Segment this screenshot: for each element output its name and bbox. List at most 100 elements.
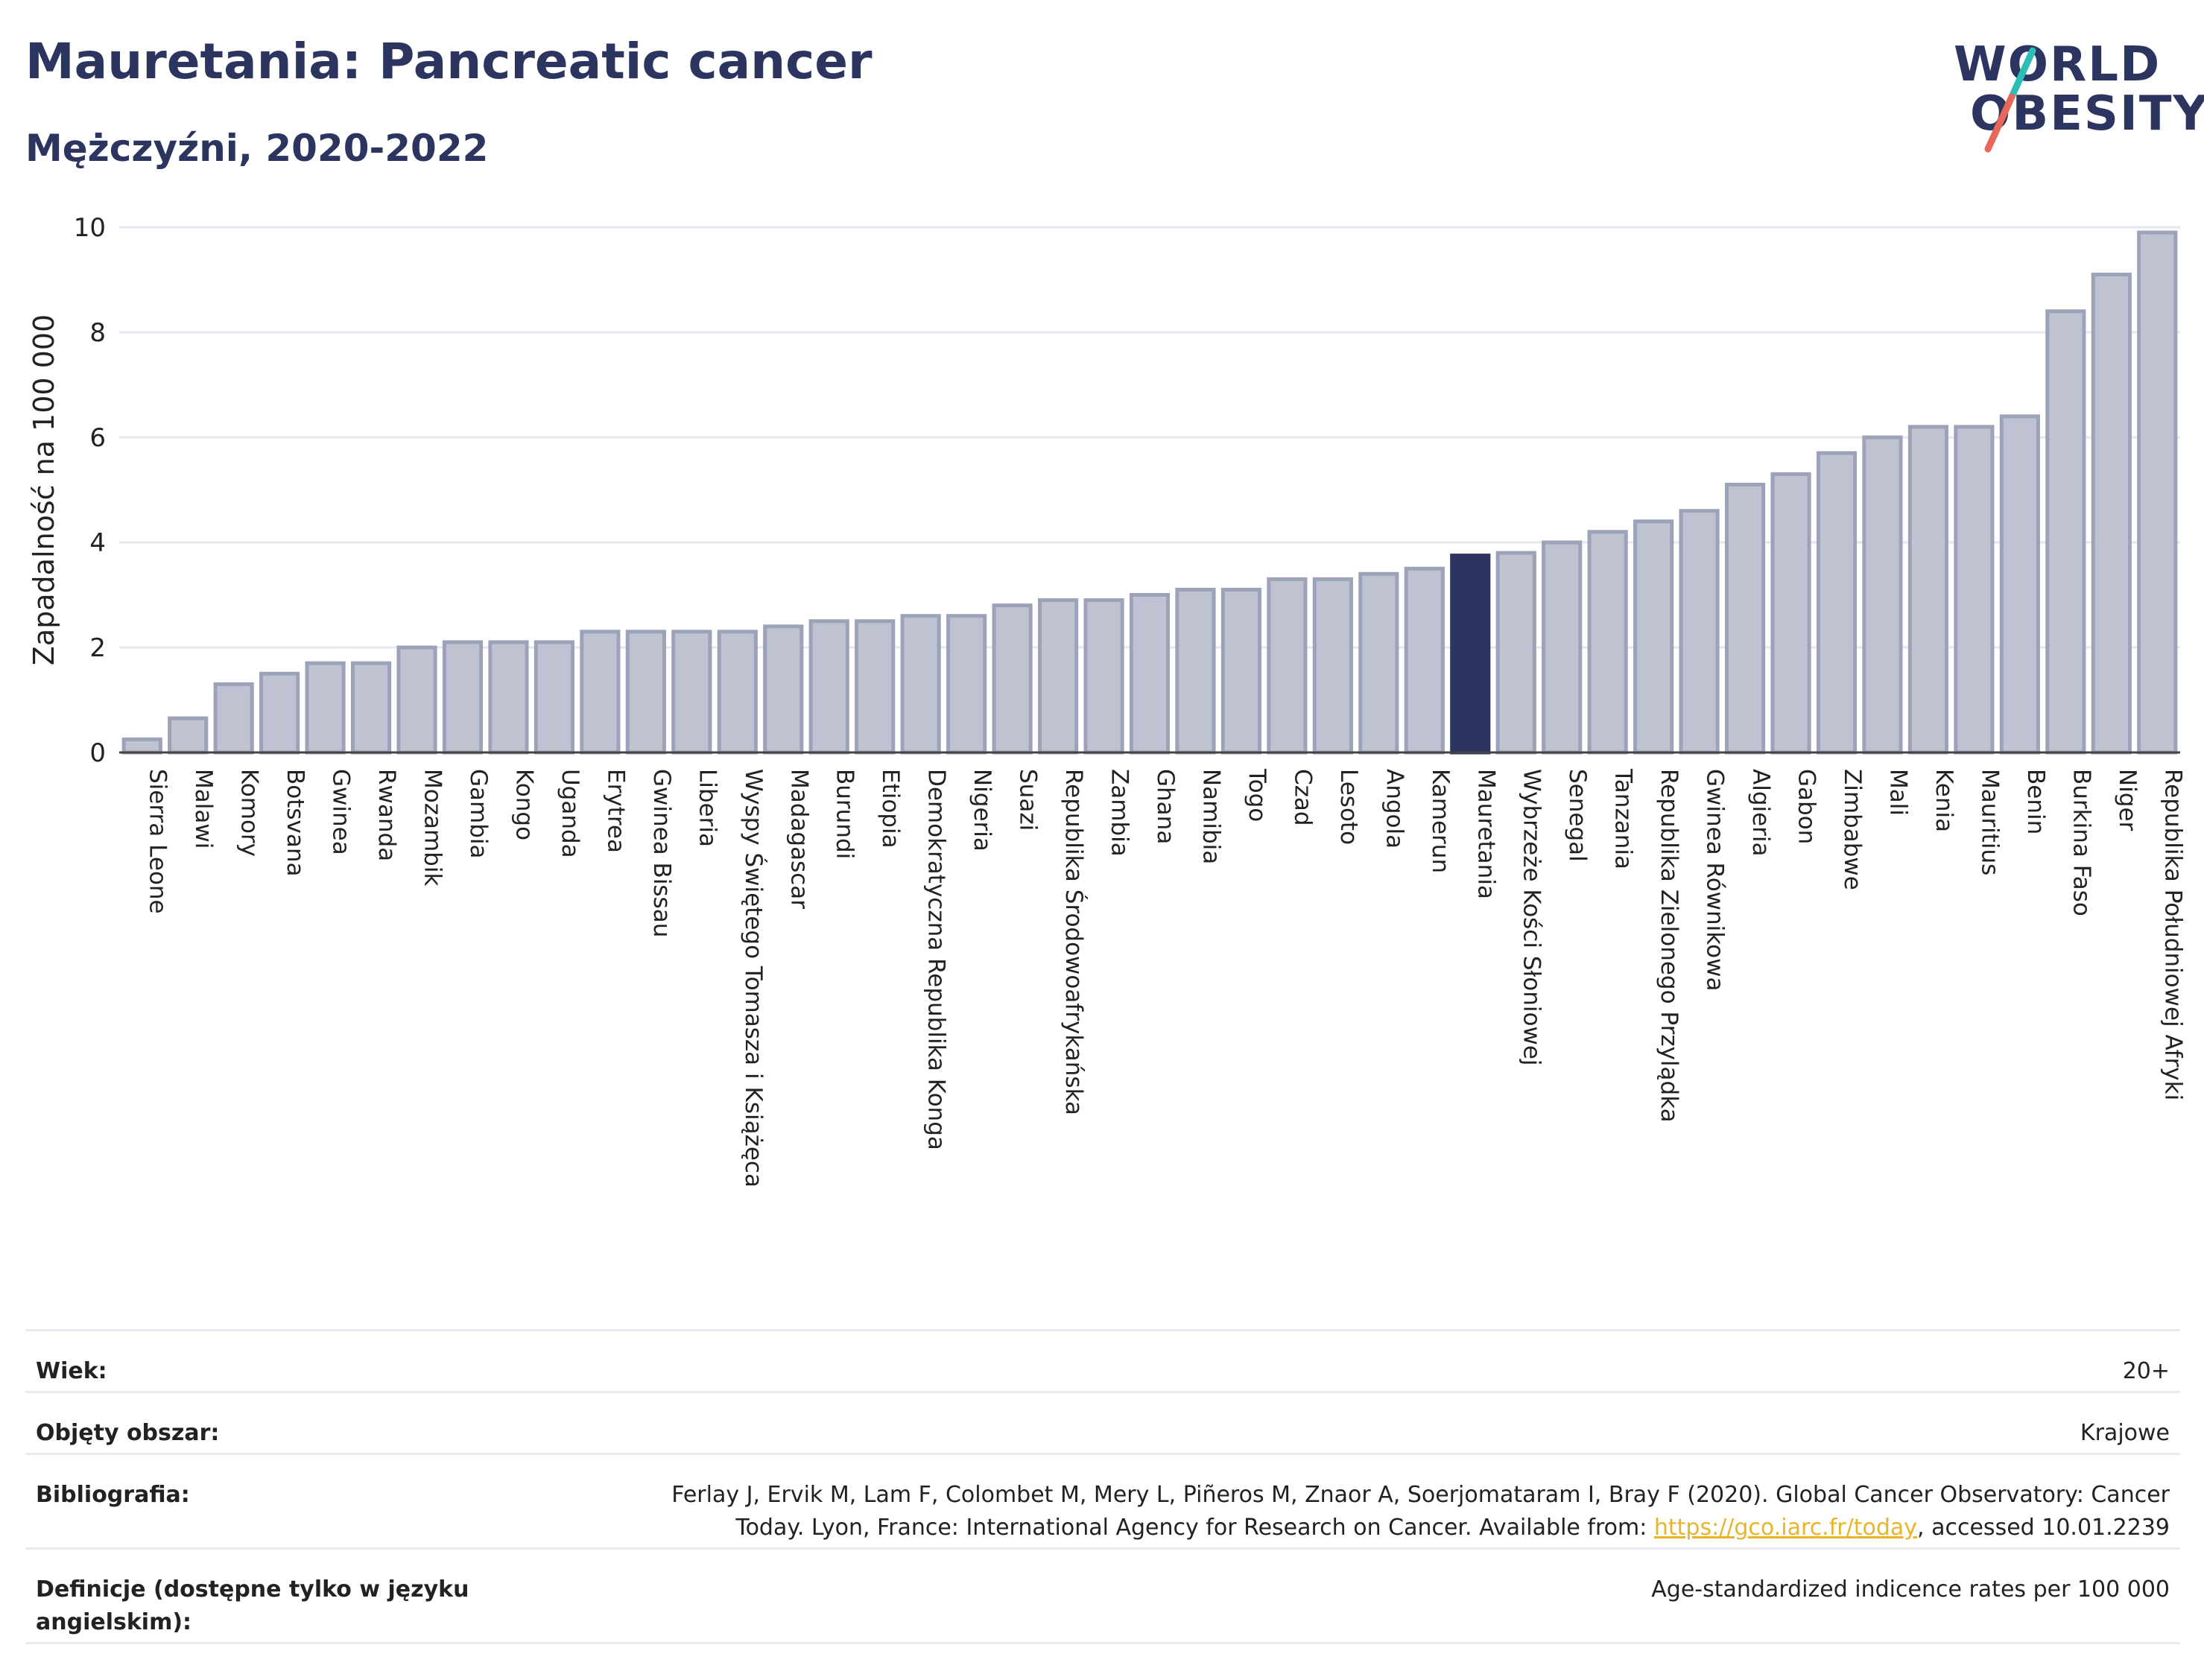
x-tick-label: Gwinea Bissau — [648, 769, 675, 937]
bar — [1358, 571, 1399, 755]
bar — [1724, 482, 1766, 755]
x-tick-label: Rwanda — [373, 769, 400, 861]
x-tick-label: Wybrzeże Kości Słoniowej — [1519, 769, 1545, 1066]
bar — [1542, 540, 1583, 755]
bibliography-line2: Today. Lyon, France: International Agenc… — [735, 1515, 1654, 1541]
x-tick-label: Kenia — [1931, 769, 1957, 832]
x-tick-label: Togo — [1244, 768, 1270, 822]
info-row-bibliography: Bibliografia: Ferlay J, Ervik M, Lam F, … — [25, 1453, 2180, 1547]
bar — [533, 640, 575, 755]
x-tick-label: Namibia — [1197, 769, 1224, 864]
x-tick-label: Botsvana — [282, 769, 308, 877]
area-label: Objęty obszar: — [36, 1420, 220, 1446]
info-row-definitions: Definicje (dostępne tylko w języku angie… — [25, 1547, 2180, 1644]
y-tick-label: 8 — [89, 318, 106, 348]
x-tick-label: Republika Zielonego Przylądka — [1656, 769, 1682, 1123]
bar — [855, 619, 896, 755]
x-tick-label: Niger — [2114, 769, 2141, 831]
definitions-label: Definicje (dostępne tylko w języku angie… — [36, 1576, 469, 1635]
bar — [2137, 230, 2178, 755]
logo-word-world: WORLD — [1954, 37, 2162, 92]
bar — [305, 661, 346, 755]
bar — [1954, 425, 1995, 755]
x-tick-label: Gambia — [465, 769, 492, 859]
bar — [717, 630, 758, 755]
x-tick-label: Benin — [2022, 769, 2049, 834]
bar — [2091, 272, 2132, 755]
bar — [1404, 566, 1445, 755]
bibliography-link[interactable]: https://gco.iarc.fr/today — [1653, 1515, 1918, 1541]
y-tick-label: 2 — [89, 633, 106, 663]
x-tick-label: Angola — [1381, 769, 1407, 849]
bar — [259, 671, 300, 755]
bibliography-value: Ferlay J, Ervik M, Lam F, Colombet M, Me… — [545, 1479, 2170, 1544]
x-tick-label: Malawi — [190, 769, 217, 849]
chart-bars — [121, 230, 2178, 755]
x-tick-label: Tanzania — [1610, 768, 1637, 869]
bar — [900, 614, 941, 755]
bar — [671, 630, 712, 755]
x-tick-label: Mali — [1884, 769, 1911, 816]
y-tick-label: 6 — [89, 423, 106, 453]
age-value: 20+ — [2122, 1358, 2170, 1384]
logo-slash-icon — [1984, 47, 2036, 153]
x-tick-label: Demokratyczna Republika Konga — [923, 769, 950, 1150]
x-tick-label: Kamerun — [1427, 769, 1454, 873]
x-tick-label: Algieria — [1747, 769, 1774, 857]
x-tick-label: Suazi — [1015, 769, 1042, 831]
bar — [1679, 509, 1720, 755]
bar — [808, 619, 849, 755]
x-tick-label: Madagascar — [785, 769, 812, 909]
bar — [1495, 551, 1536, 755]
bar — [763, 624, 804, 755]
definitions-value: Age-standardized indicence rates per 100… — [1651, 1576, 2170, 1603]
area-value: Krajowe — [2080, 1420, 2170, 1446]
x-tick-label: Burkina Faso — [2068, 769, 2094, 916]
bar — [1175, 587, 1216, 755]
bibliography-label: Bibliografia: — [36, 1482, 190, 1508]
x-tick-label: Ghana — [1152, 769, 1179, 844]
bar — [580, 630, 621, 755]
bar — [396, 645, 437, 755]
x-tick-label: Komory — [236, 769, 263, 857]
bar — [1220, 587, 1262, 755]
age-label: Wiek: — [36, 1358, 107, 1384]
x-tick-label: Wyspy Świętego Tomasza i Książęca — [740, 769, 767, 1188]
bar — [1999, 414, 2040, 755]
x-tick-label: Zambia — [1106, 769, 1133, 857]
bar — [625, 630, 666, 755]
x-tick-label: Lesoto — [1335, 769, 1362, 845]
bar — [1907, 425, 1949, 755]
y-axis-title: Zapadalność na 100 000 — [28, 314, 60, 665]
x-tick-label: Etiopia — [877, 769, 904, 849]
x-tick-label: Mozambik — [419, 769, 446, 886]
bar-chart: 0 2 4 6 8 10 Sierra Leone Malawi Komory Botsvana… — [28, 213, 2187, 1188]
page-subtitle: Mężczyźni, 2020-2022 — [25, 127, 489, 170]
x-tick-label: Liberia — [694, 769, 721, 847]
x-tick-label: Czad — [1289, 769, 1316, 826]
bar — [488, 640, 529, 755]
y-tick-label: 10 — [74, 213, 106, 243]
bar — [1633, 519, 1674, 755]
bar — [946, 614, 987, 755]
x-tick-label: Nigeria — [969, 769, 995, 852]
bar — [1862, 435, 1903, 755]
x-tick-label: Republika Południowej Afryki — [2159, 769, 2186, 1100]
bar — [2045, 309, 2086, 755]
info-table: Wiek: 20+ Objęty obszar: Krajowe Bibliog… — [25, 1329, 2180, 1644]
x-tick-label: Gwinea Równikowa — [1702, 769, 1729, 991]
x-axis-ticks: Sierra Leone Malawi Komory Botsvana Gwinea Rw… — [145, 768, 2187, 1188]
info-row-age: Wiek: 20+ — [25, 1329, 2180, 1391]
x-tick-label: Burundi — [832, 769, 858, 859]
x-tick-label: Senegal — [1564, 769, 1591, 862]
bar — [442, 640, 484, 755]
bibliography-accessed: , accessed 10.01.2239 — [1917, 1515, 2170, 1541]
x-tick-label: Republika Środowoafrykańska — [1060, 769, 1088, 1115]
x-tick-label: Sierra Leone — [145, 769, 171, 914]
x-tick-label: Erytrea — [602, 769, 629, 853]
x-tick-label: Kongo — [510, 769, 537, 840]
bar — [350, 661, 392, 755]
info-row-area: Objęty obszar: Krajowe — [25, 1391, 2180, 1453]
x-tick-label: Gwinea — [328, 769, 355, 855]
x-tick-label: Uganda — [557, 769, 583, 858]
